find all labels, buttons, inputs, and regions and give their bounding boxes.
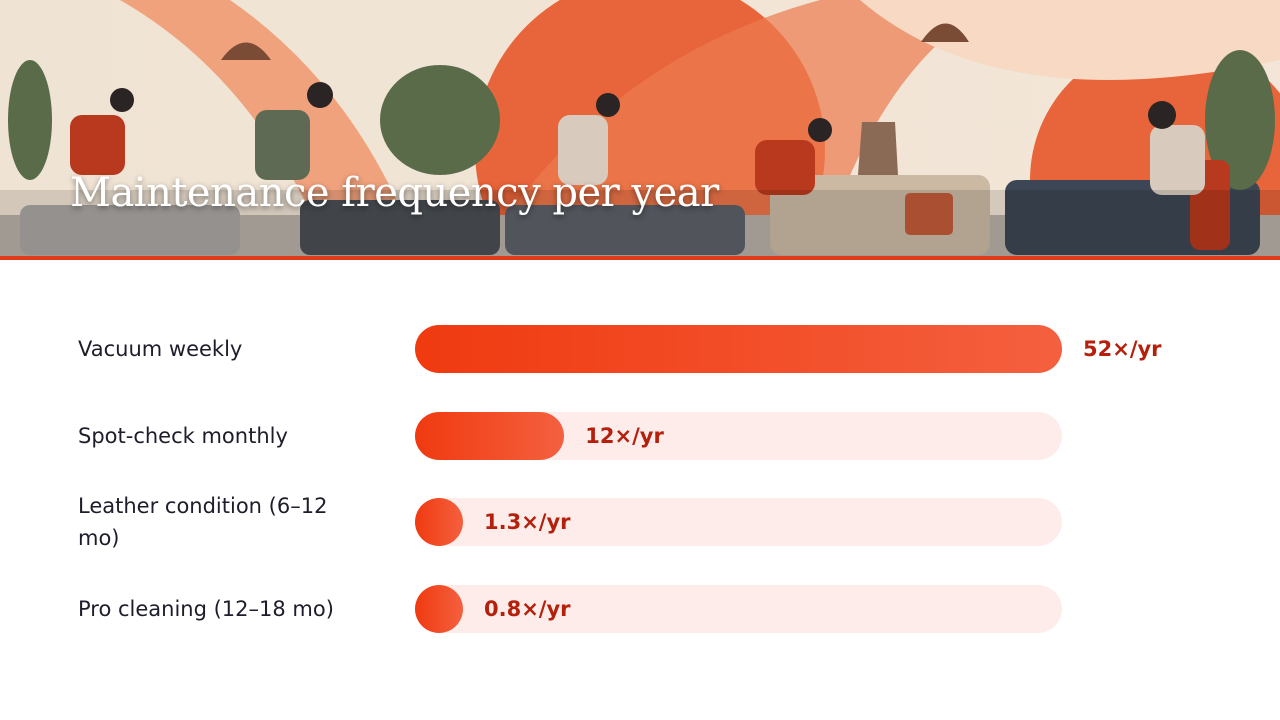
bar-track [415, 498, 1062, 546]
category-label: Leather condition (6–12 mo) [78, 494, 328, 550]
bar-track [415, 585, 1062, 633]
bar [415, 585, 463, 633]
bar [415, 412, 565, 460]
value-label: 52×/yr [1083, 337, 1162, 361]
category-label: Pro cleaning (12–18 mo) [78, 597, 334, 621]
chart-title: Maintenance frequency per year [70, 170, 719, 216]
value-label: 0.8×/yr [484, 597, 571, 621]
bar [415, 325, 1062, 373]
value-label: 1.3×/yr [484, 510, 571, 534]
category-label: Vacuum weekly [78, 337, 243, 361]
value-label: 12×/yr [585, 424, 664, 448]
bar [415, 498, 463, 546]
category-label: Spot-check monthly [78, 424, 288, 448]
banner-illustration [0, 0, 1280, 260]
